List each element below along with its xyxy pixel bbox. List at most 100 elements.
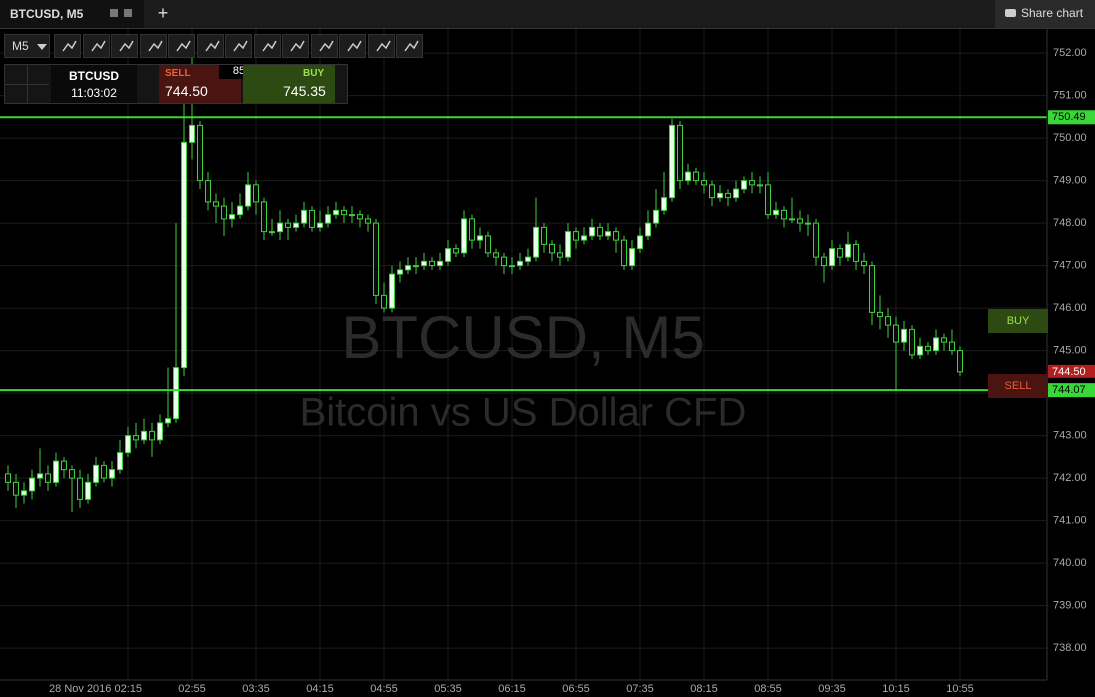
tool-icon: [176, 40, 191, 52]
candle-body: [805, 222, 811, 225]
x-tick-label: 02:55: [178, 683, 206, 695]
tool-button[interactable]: [196, 34, 224, 58]
level-label: 750.49: [1052, 111, 1086, 123]
tool-button[interactable]: [282, 34, 309, 58]
candle-body: [677, 124, 683, 182]
candle-body: [213, 201, 219, 207]
candle-body: [885, 316, 891, 326]
candle-body: [837, 248, 843, 258]
candle-body: [77, 477, 83, 500]
x-tick-label: 04:15: [306, 683, 334, 695]
candle-body: [413, 265, 419, 268]
tool-button[interactable]: [396, 34, 423, 58]
candle-body: [501, 256, 507, 267]
tool-button[interactable]: [82, 34, 110, 58]
candle-body: [925, 345, 931, 352]
new-tab-button[interactable]: +: [157, 3, 169, 23]
candle-body: [453, 248, 459, 254]
candle-body: [389, 273, 395, 309]
tool-icon: [62, 40, 77, 52]
level-label: 744.07: [1052, 384, 1086, 396]
y-tick-label: 749.00: [1053, 175, 1087, 187]
y-tick-label: 742.00: [1053, 472, 1087, 484]
candle-body: [565, 231, 571, 258]
candle-body: [445, 248, 451, 262]
tool-button[interactable]: [139, 34, 167, 58]
tool-button[interactable]: [111, 34, 138, 58]
candle-body: [277, 222, 283, 233]
tool-button[interactable]: [339, 34, 366, 58]
candle-body: [693, 171, 699, 182]
candle-body: [69, 469, 75, 479]
side-sell-button[interactable]: SELL: [988, 374, 1048, 398]
candle-body: [85, 481, 91, 500]
candle-body: [421, 260, 427, 267]
candle-body: [21, 490, 27, 496]
candle-body: [653, 209, 659, 224]
candle-body: [957, 350, 963, 373]
candle-body: [533, 226, 539, 258]
tool-icon: [347, 40, 362, 52]
candle-body: [733, 188, 739, 199]
candle-body: [245, 184, 251, 207]
candle-body: [813, 222, 819, 258]
tool-button[interactable]: [225, 34, 252, 58]
candle-body: [901, 328, 907, 343]
tool-button[interactable]: [253, 34, 281, 58]
candle-body: [861, 260, 867, 267]
tool-icon: [318, 40, 334, 52]
timeframe-select[interactable]: M5: [4, 34, 50, 58]
candle-body: [749, 180, 755, 186]
x-tick-label: 08:55: [754, 683, 782, 695]
tool-button[interactable]: [168, 34, 195, 58]
y-tick-label: 747.00: [1053, 260, 1087, 272]
candle-body: [877, 311, 883, 318]
side-buy-button[interactable]: BUY: [988, 309, 1048, 333]
share-button[interactable]: Share chart: [995, 0, 1095, 28]
candle-body: [381, 294, 387, 309]
candle-body: [293, 222, 299, 228]
price-axis-bg: [1047, 28, 1095, 697]
level-tag: [1048, 110, 1095, 125]
buy-price: 745.35: [283, 83, 326, 99]
candle-body: [197, 124, 203, 182]
ticket-symbol[interactable]: BTCUSD 11:03:02: [51, 65, 137, 103]
tool-button[interactable]: [367, 34, 395, 58]
tool-icon: [90, 40, 106, 52]
levels: [0, 116, 1047, 392]
y-tick-label: 746.00: [1053, 302, 1087, 314]
chart-tab[interactable]: BTCUSD, M5: [0, 0, 144, 28]
y-tick-label: 743.00: [1053, 430, 1087, 442]
tool-icon: [404, 40, 419, 52]
candle-body: [909, 328, 915, 356]
candle-body: [461, 218, 467, 254]
symbol-time: 11:03:02: [71, 86, 117, 100]
candle-body: [789, 218, 795, 221]
candle-body: [141, 430, 147, 441]
y-tick-label: 748.00: [1053, 217, 1087, 229]
grid: [0, 28, 1047, 680]
y-tick-label: 739.00: [1053, 600, 1087, 612]
candle-body: [349, 214, 355, 217]
candle-body: [253, 184, 259, 203]
tool-button[interactable]: [310, 34, 338, 58]
ticket-popout[interactable]: [5, 84, 28, 103]
candle-body: [597, 226, 603, 237]
x-tick-label: 09:35: [818, 683, 846, 695]
timeframe-label: M5: [12, 39, 29, 53]
candle-body: [621, 239, 627, 267]
y-tick-label: 750.00: [1053, 132, 1087, 144]
buy-button[interactable]: BUY 745.35: [243, 65, 335, 103]
candle-body: [373, 222, 379, 296]
tool-button[interactable]: [54, 34, 81, 58]
candle-body: [917, 345, 923, 356]
candle-body: [173, 367, 179, 420]
candle-body: [317, 222, 323, 228]
ticket-collapse[interactable]: [5, 65, 28, 85]
candle-body: [469, 218, 475, 241]
candle-body: [741, 180, 747, 190]
candle-body: [285, 222, 291, 228]
axes: 738.00 739.00 740.00 741.00 742.00 743.00 744.…: [49, 47, 1087, 695]
watermark-title: BTCUSD, M5: [341, 304, 704, 371]
ticket-search[interactable]: [27, 65, 49, 85]
